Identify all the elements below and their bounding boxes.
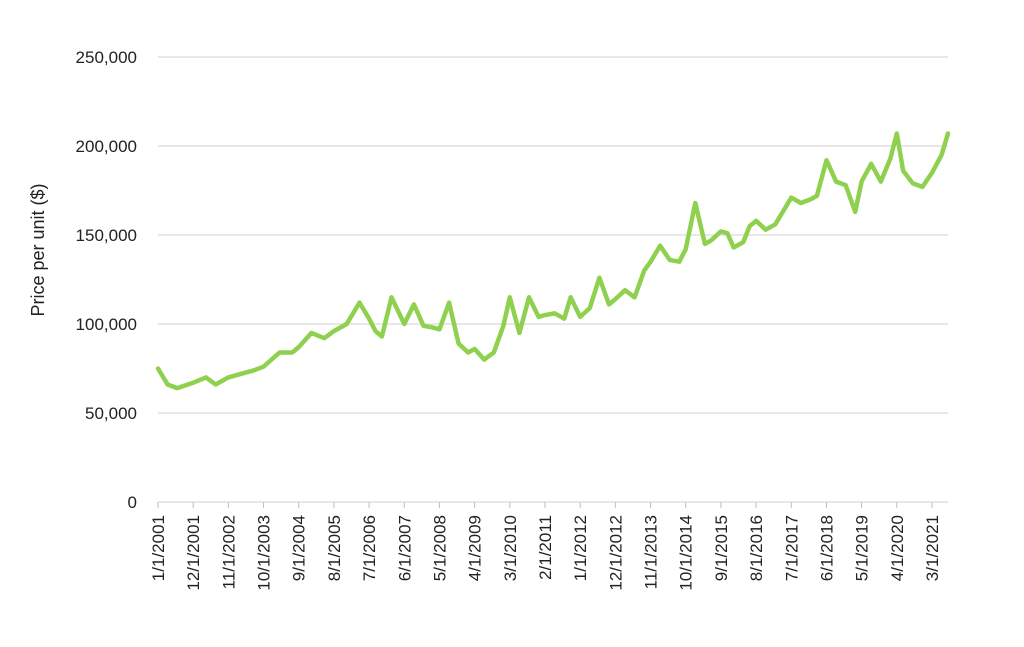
x-tick-label: 12/1/2001	[184, 515, 203, 591]
x-tick-label: 5/1/2008	[430, 515, 449, 581]
x-tick-label: 1/1/2012	[571, 515, 590, 581]
y-tick-label: 150,000	[76, 226, 137, 245]
gridlines	[158, 56, 948, 503]
x-tick-label: 12/1/2012	[606, 515, 625, 591]
y-tick-label: 200,000	[76, 137, 137, 156]
x-tick-label: 8/1/2005	[325, 515, 344, 581]
x-tick-label: 7/1/2017	[782, 515, 801, 581]
x-tick-label: 7/1/2006	[360, 515, 379, 581]
x-tick-label: 10/1/2003	[255, 515, 274, 591]
y-tick-label: 0	[128, 493, 137, 512]
x-tick-label: 4/1/2009	[466, 515, 485, 581]
x-tick-label: 3/1/2021	[923, 515, 942, 581]
x-tick-label: 2/1/2011	[536, 515, 555, 580]
x-tick-label: 3/1/2010	[501, 515, 520, 581]
y-tick-label: 100,000	[76, 315, 137, 334]
x-tick-label: 6/1/2018	[817, 515, 836, 581]
y-tick-label: 50,000	[85, 404, 137, 423]
x-tick-label: 11/1/2002	[219, 515, 238, 589]
x-tick-label: 9/1/2004	[290, 515, 309, 581]
x-tick-label: 6/1/2007	[395, 515, 414, 581]
x-axis-ticks: 1/1/2001 12/1/2001 11/1/2002 10/1/2003 9/1/2…	[149, 502, 942, 591]
x-tick-label: 9/1/2015	[712, 515, 731, 581]
x-tick-label: 11/1/2013	[642, 515, 661, 589]
y-axis-ticks: 0 50,000 100,000 150,000 200,000 250,000	[76, 48, 137, 512]
x-tick-label: 5/1/2019	[853, 515, 872, 581]
x-tick-label: 4/1/2020	[888, 515, 907, 581]
y-axis-title: Price per unit ($)	[28, 183, 48, 316]
y-tick-label: 250,000	[76, 48, 137, 67]
price-series-line	[155, 131, 951, 391]
x-tick-label: 10/1/2014	[677, 515, 696, 591]
x-tick-label: 8/1/2016	[747, 515, 766, 581]
x-tick-label: 1/1/2001	[149, 515, 168, 581]
